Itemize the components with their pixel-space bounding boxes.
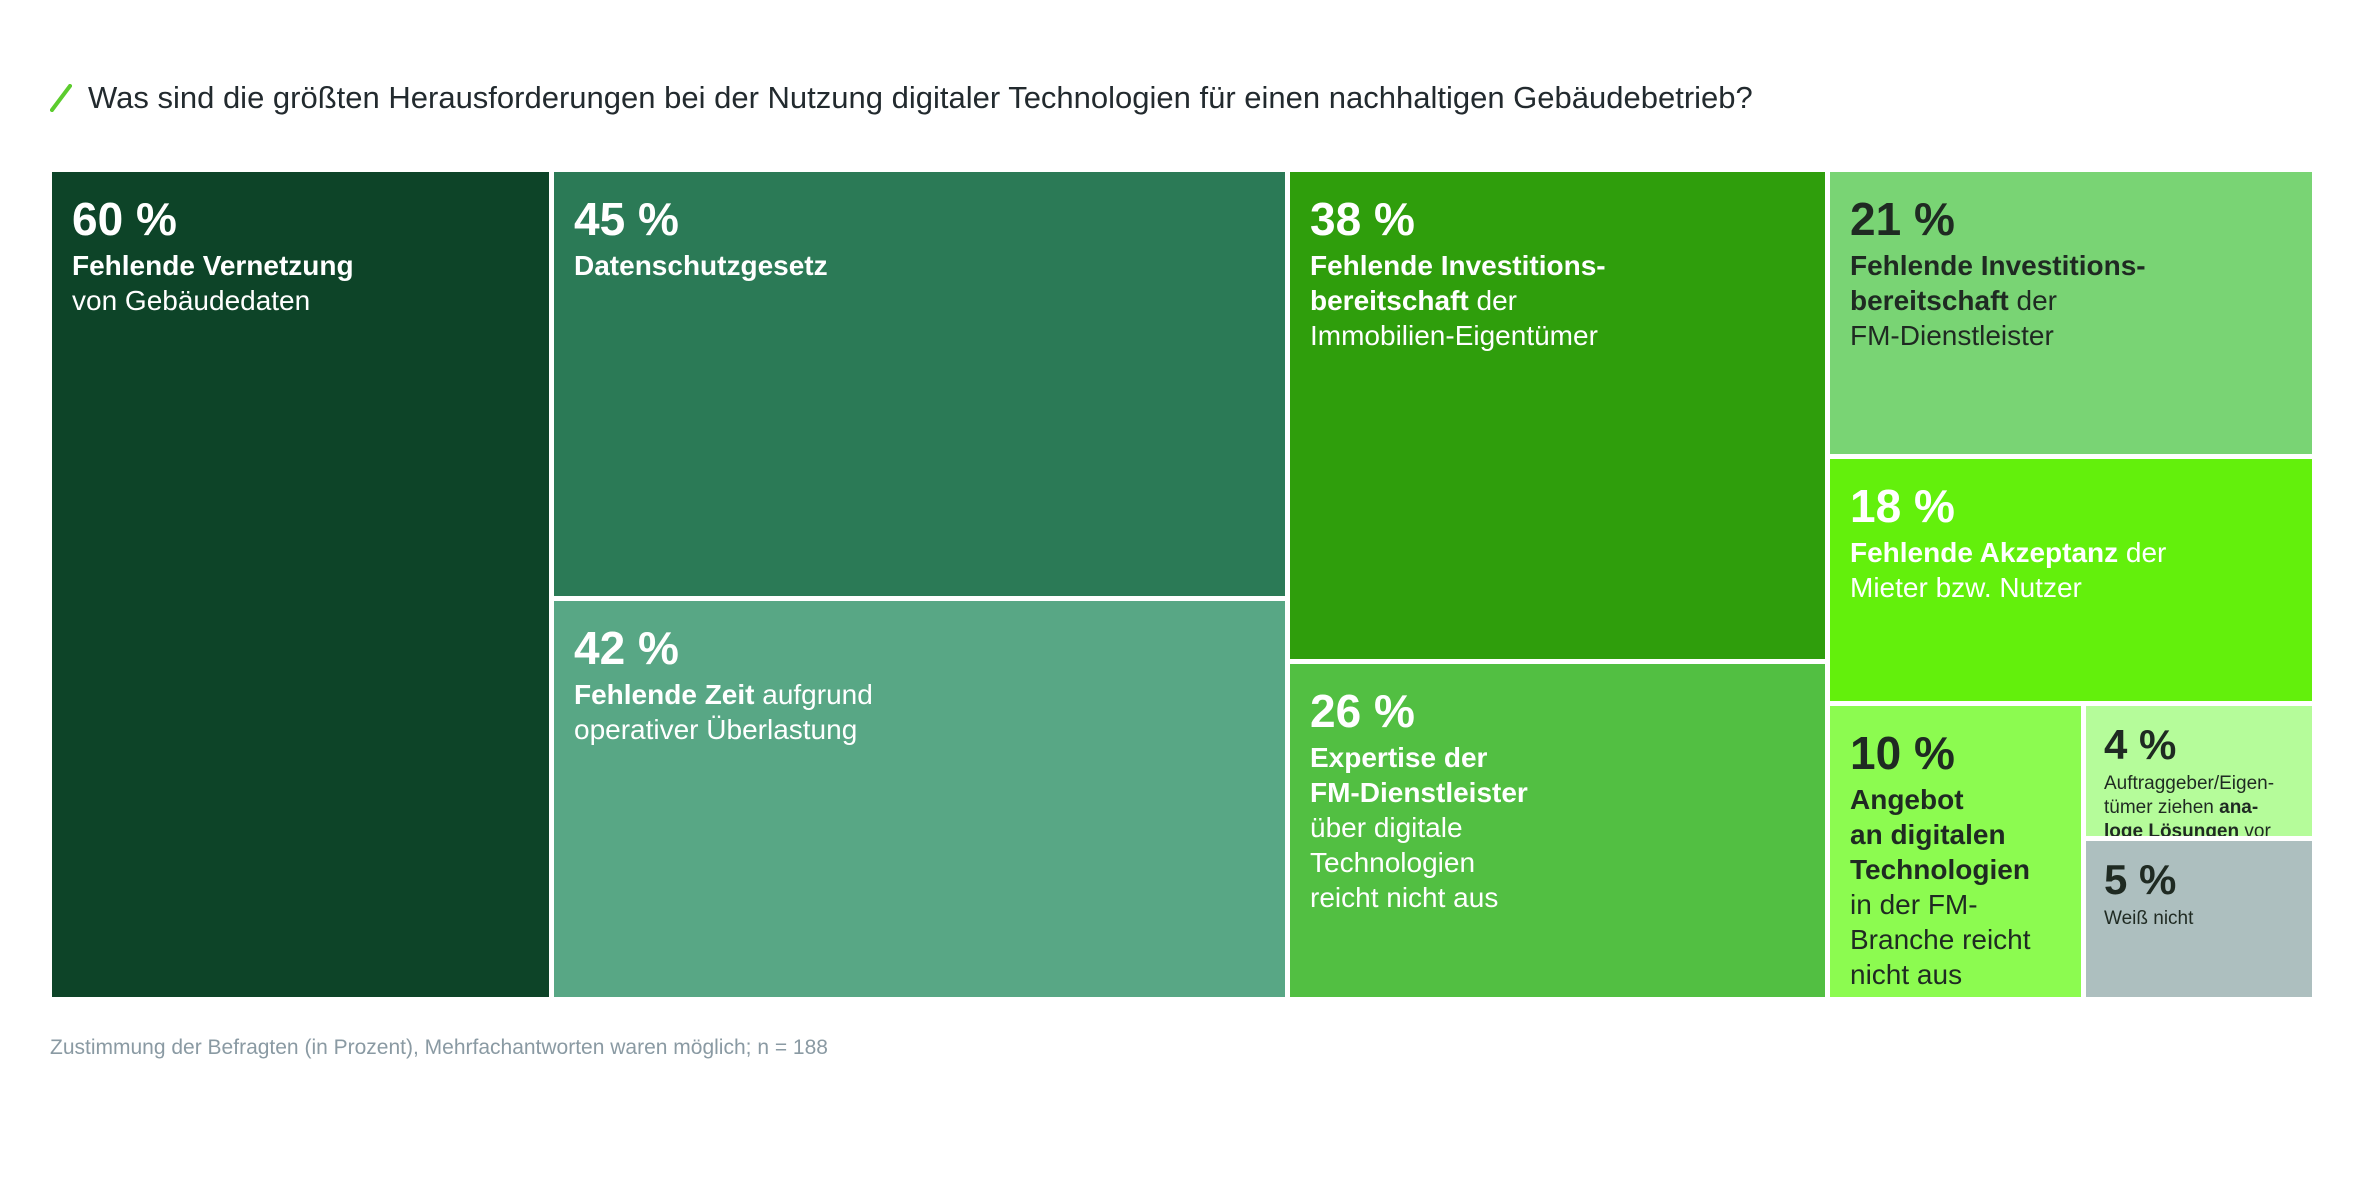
tile-category-label: Fehlende Investitions-bereitschaft der Im…: [1310, 250, 1606, 351]
tile-value-label: 38 %: [1310, 193, 1415, 245]
tile-category-label: Weiß nicht: [2104, 908, 2194, 929]
treemap-tile-10: 10 % Angebot an digitalen Technologien in de…: [1830, 706, 2081, 997]
tile-value-label: 5 %: [2104, 856, 2177, 903]
tile-category-label: Fehlende Investitions-bereitschaft der FM…: [1850, 250, 2146, 351]
chart-header: Was sind die größten Herausforderungen b…: [50, 76, 1753, 120]
tile-category-label: Datenschutzgesetz: [574, 250, 828, 281]
tile-category-label: Expertise der FM-Dienstleister über digita…: [1310, 742, 1528, 913]
tile-category-label: Fehlende Akzeptanz der Mieter bzw. Nutzer: [1850, 537, 2167, 603]
tile-value-label: 60 %: [72, 193, 177, 245]
treemap-tile-60: 60 % Fehlende Vernetzung von Gebäudedaten: [52, 172, 549, 997]
tile-value-label: 10 %: [1850, 727, 1955, 779]
tile-value-label: 26 %: [1310, 685, 1415, 737]
tile-value-label: 21 %: [1850, 193, 1955, 245]
chart-footnote: Zustimmung der Befragten (in Prozent), M…: [50, 1036, 828, 1059]
slash-accent-icon: [50, 84, 72, 112]
tile-category-label: Angebot an digitalen Technologien in der FM…: [1850, 784, 2031, 990]
tile-value-label: 4 %: [2104, 721, 2177, 768]
tile-category-label: Fehlende Vernetzung von Gebäudedaten: [72, 250, 354, 316]
treemap-tile-5: 5 % Weiß nicht: [2086, 841, 2312, 997]
treemap-tile-18: 18 % Fehlende Akzeptanz der Mieter bzw. Nu…: [1830, 459, 2312, 701]
treemap-tile-21: 21 % Fehlende Investitions-bereitschaft d…: [1830, 172, 2312, 454]
treemap-tile-26: 26 % Expertise der FM-Dienstleister über di…: [1290, 664, 1825, 997]
tile-value-label: 45 %: [574, 193, 679, 245]
chart-title: Was sind die größten Herausforderungen b…: [88, 80, 1753, 115]
treemap-tile-45: 45 % Datenschutzgesetz: [554, 172, 1285, 596]
tile-category-label: Auftraggeber/Eigen-tümer ziehen ana-loge…: [2104, 773, 2275, 836]
treemap-tile-42: 42 % Fehlende Zeit aufgrund operativer Übe…: [554, 601, 1285, 997]
tile-value-label: 42 %: [574, 622, 679, 674]
tile-category-label: Fehlende Zeit aufgrund operativer Überlas…: [574, 679, 873, 745]
tile-value-label: 18 %: [1850, 480, 1955, 532]
treemap-tile-38: 38 % Fehlende Investitions-bereitschaft d…: [1290, 172, 1825, 659]
treemap-tile-4: 4 % Auftraggeber/Eigen-tümer ziehen ana-l…: [2086, 706, 2312, 836]
